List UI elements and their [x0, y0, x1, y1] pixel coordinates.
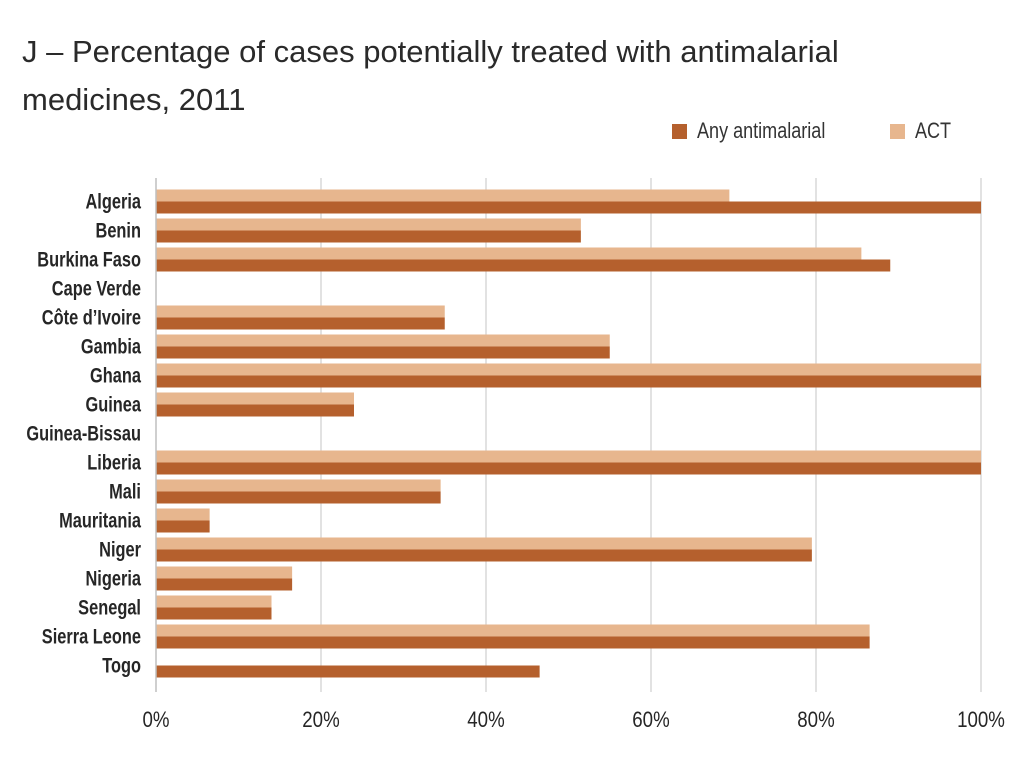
legend-label-act: ACT	[914, 118, 951, 143]
x-tick-label-80: 80%	[797, 709, 834, 733]
chart-title: J – Percentage of cases potentially trea…	[22, 34, 839, 117]
bar-act-guinea	[156, 392, 354, 405]
bar-act-benin	[156, 218, 581, 231]
bars	[156, 189, 981, 678]
bar-act-mali	[156, 479, 441, 492]
bar-act-mauritania	[156, 508, 210, 521]
category-label-guinea: Guinea	[85, 393, 141, 416]
x-tick-label-20: 20%	[302, 709, 339, 733]
category-label-algeria: Algeria	[85, 190, 141, 213]
category-label-mauritania: Mauritania	[59, 509, 141, 532]
legend-label-any-antimalarial: Any antimalarial	[697, 118, 826, 143]
x-tick-label-40: 40%	[467, 709, 504, 733]
category-label-burkina-faso: Burkina Faso	[37, 248, 141, 271]
bar-any-antimalarial-ghana	[156, 375, 981, 388]
bar-any-antimalarial-niger	[156, 549, 812, 562]
legend-item-any-antimalarial: Any antimalarial	[672, 118, 854, 144]
category-label-niger: Niger	[99, 538, 141, 561]
legend-swatch-any-antimalarial	[672, 123, 687, 139]
bar-act-niger	[156, 537, 812, 550]
x-tick-label-60: 60%	[632, 709, 669, 733]
legend-item-act: ACT	[889, 118, 959, 144]
category-label-togo: Togo	[102, 654, 141, 677]
bar-any-antimalarial-burkina-faso	[156, 259, 891, 272]
bar-any-antimalarial-nigeria	[156, 578, 293, 591]
bar-any-antimalarial-senegal	[156, 607, 272, 620]
legend-swatch-act	[889, 123, 905, 139]
bar-act-senegal	[156, 595, 272, 608]
category-labels: Algeria Benin Burkina Faso Cape Verde Côte d…	[26, 190, 141, 677]
bar-act-burkina-faso	[156, 247, 862, 260]
bar-any-antimalarial-algeria	[156, 201, 981, 214]
bar-act-algeria	[156, 189, 730, 202]
bar-act-ghana	[156, 363, 981, 376]
bar-any-antimalarial-benin	[156, 230, 581, 243]
bar-act-gambia	[156, 334, 610, 347]
x-tick-label-0: 0%	[142, 709, 169, 733]
bar-any-antimalarial-mali	[156, 491, 441, 504]
bar-any-antimalarial-sierra-leone	[156, 636, 870, 649]
category-label-cape-verde: Cape Verde	[52, 277, 141, 300]
category-label-gambia: Gambia	[81, 335, 142, 358]
x-tick-label-100: 100%	[957, 709, 1005, 733]
category-label-senegal: Senegal	[78, 596, 141, 619]
category-label-sierra-leone: Sierra Leone	[42, 625, 141, 648]
category-label-cote-d-ivoire: Côte d’Ivoire	[42, 306, 141, 329]
bar-act-liberia	[156, 450, 981, 463]
category-label-liberia: Liberia	[87, 451, 141, 474]
category-label-benin: Benin	[95, 219, 141, 242]
x-tick-labels: 0% 20% 40% 60% 80% 100%	[142, 709, 1004, 733]
bar-any-antimalarial-cote-d-ivoire	[156, 317, 445, 330]
bar-any-antimalarial-gambia	[156, 346, 610, 359]
category-label-guinea-bissau: Guinea-Bissau	[26, 422, 141, 445]
bar-any-antimalarial-liberia	[156, 462, 981, 475]
bar-any-antimalarial-mauritania	[156, 520, 210, 533]
bar-any-antimalarial-togo	[156, 665, 540, 678]
bar-act-nigeria	[156, 566, 293, 579]
category-label-nigeria: Nigeria	[85, 567, 141, 590]
bar-act-sierra-leone	[156, 624, 870, 637]
bar-act-cote-d-ivoire	[156, 305, 445, 318]
chart-legend: Any antimalarial ACT	[672, 114, 995, 148]
category-label-mali: Mali	[109, 480, 141, 503]
category-label-ghana: Ghana	[90, 364, 141, 387]
bar-any-antimalarial-guinea	[156, 404, 354, 417]
